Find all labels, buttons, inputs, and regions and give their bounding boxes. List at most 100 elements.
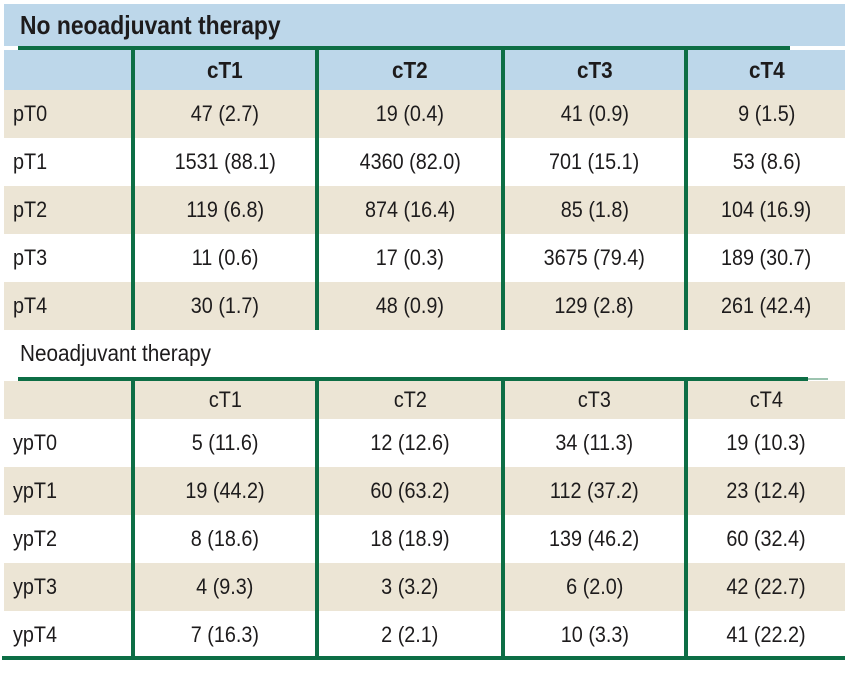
table2-title-rule <box>18 377 808 381</box>
table2-cell-ypT3-cT3: 6 (2.0) <box>501 563 684 611</box>
section-no-neoadjuvant: No neoadjuvant therapy cT1 cT2 cT3 cT4 p… <box>4 4 845 330</box>
table2-col-header-ct4: cT4 <box>684 381 845 419</box>
table2-cell-ypT1-cT4: 23 (12.4) <box>684 467 845 515</box>
row-label: ypT3 <box>13 574 58 599</box>
cell-value: 19 (0.4) <box>375 101 445 126</box>
cell-value: 7 (16.3) <box>190 622 260 647</box>
table1-col-header-ct4: cT4 <box>684 50 845 90</box>
table1-cell-pT3-cT1: 11 (0.6) <box>131 234 315 282</box>
table1-title: No neoadjuvant therapy <box>20 9 281 40</box>
table2-row-ypT3-label-cell: ypT3 <box>4 563 131 611</box>
table2-cell-ypT3-cT2: 3 (3.2) <box>315 563 501 611</box>
cell-value: 701 (15.1) <box>549 149 640 174</box>
row-label: pT3 <box>13 245 48 270</box>
cell-value: 9 (1.5) <box>737 101 796 126</box>
cell-value: 23 (12.4) <box>726 478 807 503</box>
cell-value: 60 (63.2) <box>370 478 450 503</box>
row-label: ypT0 <box>13 430 58 455</box>
table1-cell-pT2-cT3: 85 (1.8) <box>501 186 684 234</box>
cell-value: 34 (11.3) <box>555 430 634 455</box>
table2-cell-ypT2-cT4: 60 (32.4) <box>684 515 845 563</box>
row-label: pT0 <box>13 101 48 126</box>
cell-value: 5 (11.6) <box>191 430 259 455</box>
table2-cell-ypT4-cT4: 41 (22.2) <box>684 611 845 659</box>
table1-col-header-ct1-label: cT1 <box>207 56 243 83</box>
cell-value: 60 (32.4) <box>726 526 807 551</box>
table2-col-header-ct2-label: cT2 <box>393 387 427 412</box>
table1-cell-pT2-cT2: 874 (16.4) <box>315 186 501 234</box>
cell-value: 19 (44.2) <box>185 478 265 503</box>
table2-col-header-ct2: cT2 <box>315 381 501 419</box>
table1-cell-pT4-cT3: 129 (2.8) <box>501 282 684 330</box>
table1-cell-pT3-cT4: 189 (30.7) <box>684 234 845 282</box>
table2-row-ypT2-label-cell: ypT2 <box>4 515 131 563</box>
table1-cell-pT1-cT3: 701 (15.1) <box>501 138 684 186</box>
table1-cell-pT1-cT2: 4360 (82.0) <box>315 138 501 186</box>
table2-col-header-ct1-label: cT1 <box>208 387 242 412</box>
cell-value: 6 (2.0) <box>565 574 624 599</box>
cell-value: 18 (18.9) <box>370 526 450 551</box>
table1-row-pT2-label-cell: pT2 <box>4 186 131 234</box>
table2-corner-cell <box>4 381 131 419</box>
table1-cell-pT0-cT3: 41 (0.9) <box>501 90 684 138</box>
table1-cell-pT0-cT4: 9 (1.5) <box>684 90 845 138</box>
cell-value: 874 (16.4) <box>364 197 456 222</box>
cell-value: 129 (2.8) <box>554 293 635 318</box>
table1-title-rule <box>18 46 790 50</box>
table1-col-header-ct3-label: cT3 <box>576 56 613 83</box>
cell-value: 2 (2.1) <box>381 622 439 647</box>
cell-value: 139 (46.2) <box>549 526 640 551</box>
cell-value: 47 (2.7) <box>190 101 260 126</box>
table2-cell-ypT2-cT3: 139 (46.2) <box>501 515 684 563</box>
table1-col-header-ct1: cT1 <box>131 50 315 90</box>
row-label: pT4 <box>13 293 48 318</box>
table2-cell-ypT4-cT2: 2 (2.1) <box>315 611 501 659</box>
table2-grid: cT1 cT2 cT3 cT4 ypT0 5 (11.6) 12 (12.6) … <box>4 381 845 659</box>
row-label: ypT2 <box>13 526 58 551</box>
cell-value: 10 (3.3) <box>560 622 629 647</box>
table1-cell-pT4-cT2: 48 (0.9) <box>315 282 501 330</box>
cell-value: 11 (0.6) <box>191 245 259 270</box>
table2-cell-ypT1-cT1: 19 (44.2) <box>131 467 315 515</box>
table2-cell-ypT0-cT2: 12 (12.6) <box>315 419 501 467</box>
table2-row-ypT1-label-cell: ypT1 <box>4 467 131 515</box>
table2-cell-ypT2-cT1: 8 (18.6) <box>131 515 315 563</box>
cell-value: 85 (1.8) <box>560 197 629 222</box>
table2-cell-ypT2-cT2: 18 (18.9) <box>315 515 501 563</box>
table1-title-band: No neoadjuvant therapy <box>4 4 845 50</box>
table1-cell-pT1-cT4: 53 (8.6) <box>684 138 845 186</box>
table-content: No neoadjuvant therapy cT1 cT2 cT3 cT4 p… <box>4 4 845 659</box>
table1-cell-pT1-cT1: 1531 (88.1) <box>131 138 315 186</box>
table1-col-header-ct4-label: cT4 <box>748 56 785 83</box>
cell-value: 53 (8.6) <box>732 149 801 174</box>
table2-cell-ypT1-cT2: 60 (63.2) <box>315 467 501 515</box>
table2-cell-ypT4-cT1: 7 (16.3) <box>131 611 315 659</box>
cell-value: 42 (22.7) <box>726 574 807 599</box>
cell-value: 3675 (79.4) <box>543 245 646 270</box>
table2-cell-ypT0-cT1: 5 (11.6) <box>131 419 315 467</box>
table1-cell-pT0-cT2: 19 (0.4) <box>315 90 501 138</box>
table2-row-ypT0-label-cell: ypT0 <box>4 419 131 467</box>
table2-title: Neoadjuvant therapy <box>20 340 212 366</box>
table1-corner-cell <box>4 50 131 90</box>
table2-cell-ypT1-cT3: 112 (37.2) <box>501 467 684 515</box>
table1-cell-pT2-cT1: 119 (6.8) <box>131 186 315 234</box>
cell-value: 19 (10.3) <box>726 430 807 455</box>
table1-row-pT1-label-cell: pT1 <box>4 138 131 186</box>
cell-value: 41 (22.2) <box>726 622 807 647</box>
table2-col-header-ct3-label: cT3 <box>577 387 612 412</box>
cell-value: 17 (0.3) <box>375 245 445 270</box>
table1-row-pT3-label-cell: pT3 <box>4 234 131 282</box>
table2-cell-ypT0-cT4: 19 (10.3) <box>684 419 845 467</box>
section-neoadjuvant: Neoadjuvant therapy cT1 cT2 cT3 cT4 ypT0… <box>4 330 845 659</box>
table1-col-header-ct2: cT2 <box>315 50 501 90</box>
row-label: ypT4 <box>13 622 58 647</box>
table2-cell-ypT3-cT1: 4 (9.3) <box>131 563 315 611</box>
table1-grid: cT1 cT2 cT3 cT4 pT0 47 (2.7) 19 (0.4) 41… <box>4 50 845 330</box>
table2-title-rule-faint <box>808 378 828 380</box>
table1-col-header-ct2-label: cT2 <box>392 56 428 83</box>
bottom-rule <box>2 656 845 660</box>
table1-cell-pT3-cT3: 3675 (79.4) <box>501 234 684 282</box>
row-label: pT1 <box>13 149 48 174</box>
